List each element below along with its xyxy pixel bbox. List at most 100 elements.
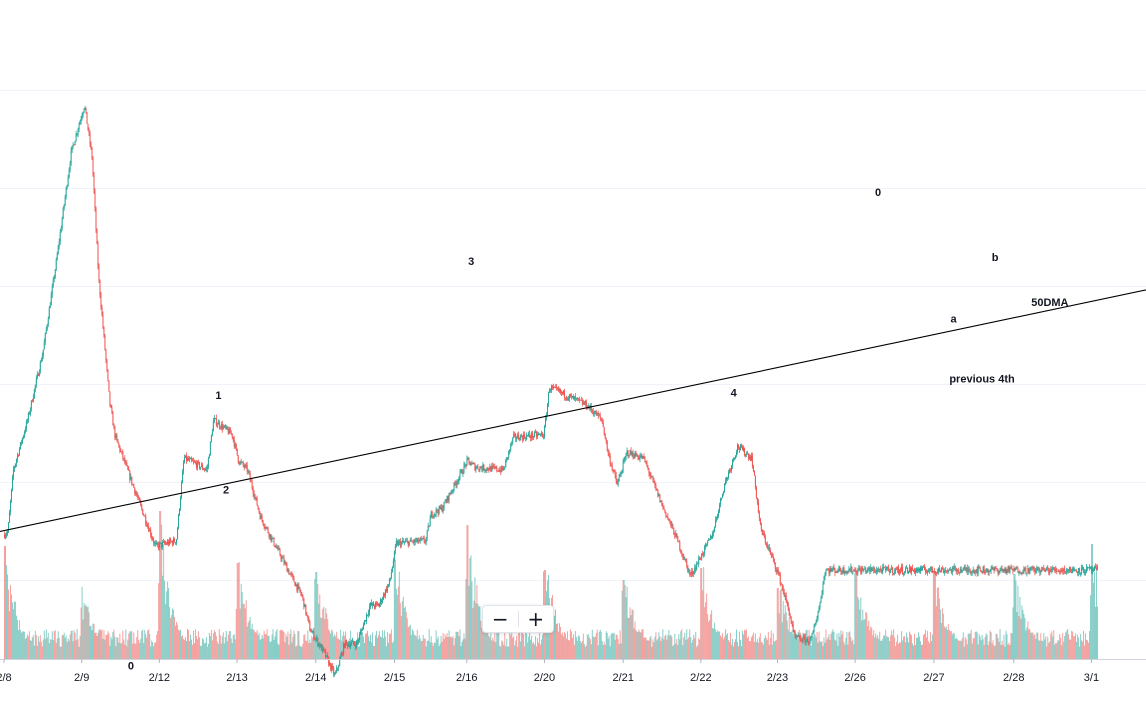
candle [53,275,55,283]
candle [972,566,974,574]
candle [191,457,193,462]
candle [919,565,921,575]
candle [67,174,69,187]
volume-bar [812,636,814,659]
candle [777,566,779,576]
volume-bar [778,613,780,659]
volume-bar [478,606,480,659]
candle [914,567,916,574]
candle [379,597,381,608]
candle [745,451,747,457]
candle [935,571,937,577]
volume-bar [210,629,212,659]
candle [197,459,199,465]
candle [174,537,176,543]
candle [229,426,231,434]
candle [874,566,876,574]
volume-bar [317,583,319,659]
volume-bar [169,607,171,659]
candle [491,463,493,472]
candle [81,112,83,121]
candle [1096,564,1098,571]
volume-bar [37,636,39,659]
candle [489,463,491,471]
volume-bar [564,633,566,659]
volume-bar [542,634,544,659]
volume-bar [362,632,364,659]
volume-bar [439,643,441,659]
candle [650,472,652,480]
candle [381,597,383,604]
zoom-out-button[interactable]: − [491,607,509,631]
candle [165,540,167,546]
volume-bar [521,629,523,659]
volume-bar [807,643,809,659]
candle [894,568,896,576]
volume-bar [988,641,990,659]
volume-bar [998,641,1000,659]
volume-bar [36,645,38,659]
volume-bar [913,645,915,659]
candle [390,568,392,580]
candle [954,565,956,572]
zoom-in-button[interactable]: + [527,607,545,631]
candle [696,561,698,571]
volume-bar [774,640,776,659]
trendline-50dma[interactable] [0,289,1146,532]
candle [604,432,606,440]
candle [89,130,91,148]
candle [937,567,939,575]
candle [903,572,905,577]
volume-bar [375,631,377,659]
volume-bar [440,635,442,659]
candle [99,279,101,298]
wave-label: 2 [223,484,229,496]
candle [580,396,582,401]
candle [1035,568,1037,574]
candle [867,567,869,574]
candle [715,516,717,528]
candle [834,567,836,577]
candle [59,229,61,246]
volume-bar [403,608,405,659]
candle [360,628,362,635]
volume-bar [829,639,831,659]
volume-bar [318,603,320,659]
volume-bar [929,632,931,659]
candle [423,535,425,544]
candle [649,471,651,479]
wave-label: b [992,252,999,264]
candle [122,449,124,461]
candle [256,495,258,506]
volume-bar [237,563,239,659]
volume-bar [1022,609,1024,659]
volume-bar [926,630,928,659]
candle [35,375,37,389]
candle [539,433,541,435]
candle [261,513,263,523]
volume-bar [906,632,908,659]
volume-bar [580,642,582,659]
volume-bar [1092,544,1094,659]
candle [1004,566,1006,574]
candle [547,402,549,416]
candle [1008,565,1010,574]
candle [763,530,765,539]
candle [645,460,647,465]
volume-bar [41,646,43,659]
volume-bar [499,645,501,659]
candle [339,656,341,667]
candle [375,601,377,607]
candle [453,482,455,493]
volume-bar [288,644,290,659]
volume-bar [832,629,834,659]
volume-bar [656,640,658,659]
candle [154,541,156,547]
volume-bar [432,646,434,659]
volume-bar [401,601,403,659]
candle [889,568,891,576]
volume-bar [846,631,848,659]
volume-bar [871,627,873,659]
